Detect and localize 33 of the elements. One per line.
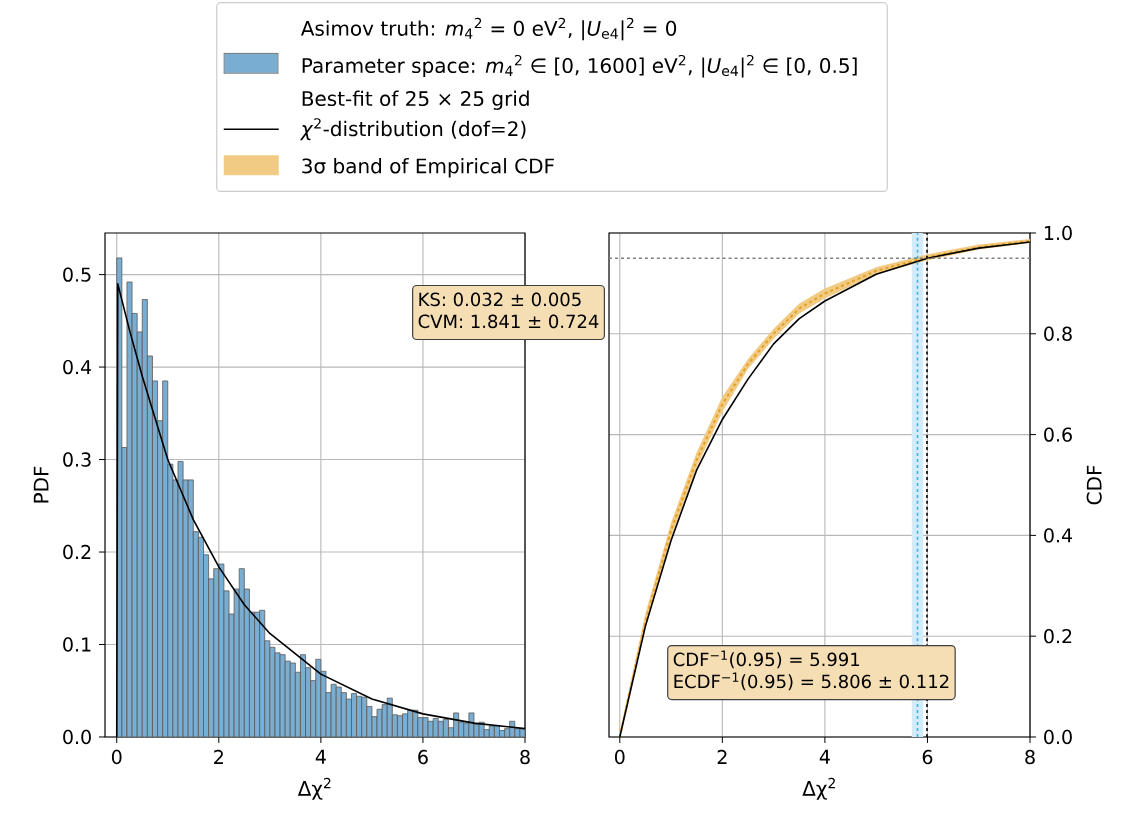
y-tick-label: 0.4 xyxy=(63,359,92,375)
y2-axis-title: CDF xyxy=(1086,465,1102,505)
annotation: CVM: 1.841 ± 0.724 xyxy=(418,314,599,329)
x-tick-label: 8 xyxy=(520,749,530,765)
text: Asimov truth: m$_{4}$$^{2}$ = 0 eV$^{2}$, |U$_{e4}$|$^{2}$ = 0 xyxy=(300,17,677,41)
y-tick-label: 0.5 xyxy=(63,267,91,282)
x-axis-title: Δχ$^{2}$ xyxy=(802,777,835,800)
x-tick-label: 4 xyxy=(315,749,326,764)
y2-tick-label: 0.0 xyxy=(1044,729,1072,745)
x-tick-label: 4 xyxy=(819,749,830,764)
annotation: KS: 0.032 ± 0.005 xyxy=(419,292,581,307)
y2-tick-label: 0.6 xyxy=(1044,427,1072,442)
x-tick-label: 6 xyxy=(922,749,933,765)
y-tick-label: 0.0 xyxy=(63,729,91,745)
y2-tick-label: 0.2 xyxy=(1044,628,1072,644)
annotation: ECDF$^{−1}$(0.95) = 5.806 ± 0.112 xyxy=(674,672,949,691)
y2-tick-label: 1.0 xyxy=(1044,225,1072,241)
y-tick-label: 0.2 xyxy=(63,544,91,560)
annotation: CDF$^{−1}$(0.95) = 5.991 xyxy=(673,650,860,669)
x-tick-label: 6 xyxy=(418,749,428,765)
y-axis-title: PDF xyxy=(33,466,49,503)
legend-label: χ$^{2}$-distribution (dof=2) xyxy=(299,118,526,141)
y-tick-label: 0.3 xyxy=(63,452,91,467)
y2-tick-label: 0.4 xyxy=(1044,528,1073,543)
text: 3σ band of Empirical CDF xyxy=(302,158,554,178)
x-tick-label: 2 xyxy=(214,749,223,764)
x-tick-label: 0 xyxy=(111,749,122,765)
y-tick-label: 0.1 xyxy=(63,637,91,652)
x-tick-label: 8 xyxy=(1025,749,1035,765)
y2-tick-label: 0.8 xyxy=(1044,326,1072,341)
x-axis-title: Δχ$^{2}$ xyxy=(297,777,331,800)
x-tick-label: 2 xyxy=(717,749,727,764)
x-tick-label: 0 xyxy=(614,749,625,765)
